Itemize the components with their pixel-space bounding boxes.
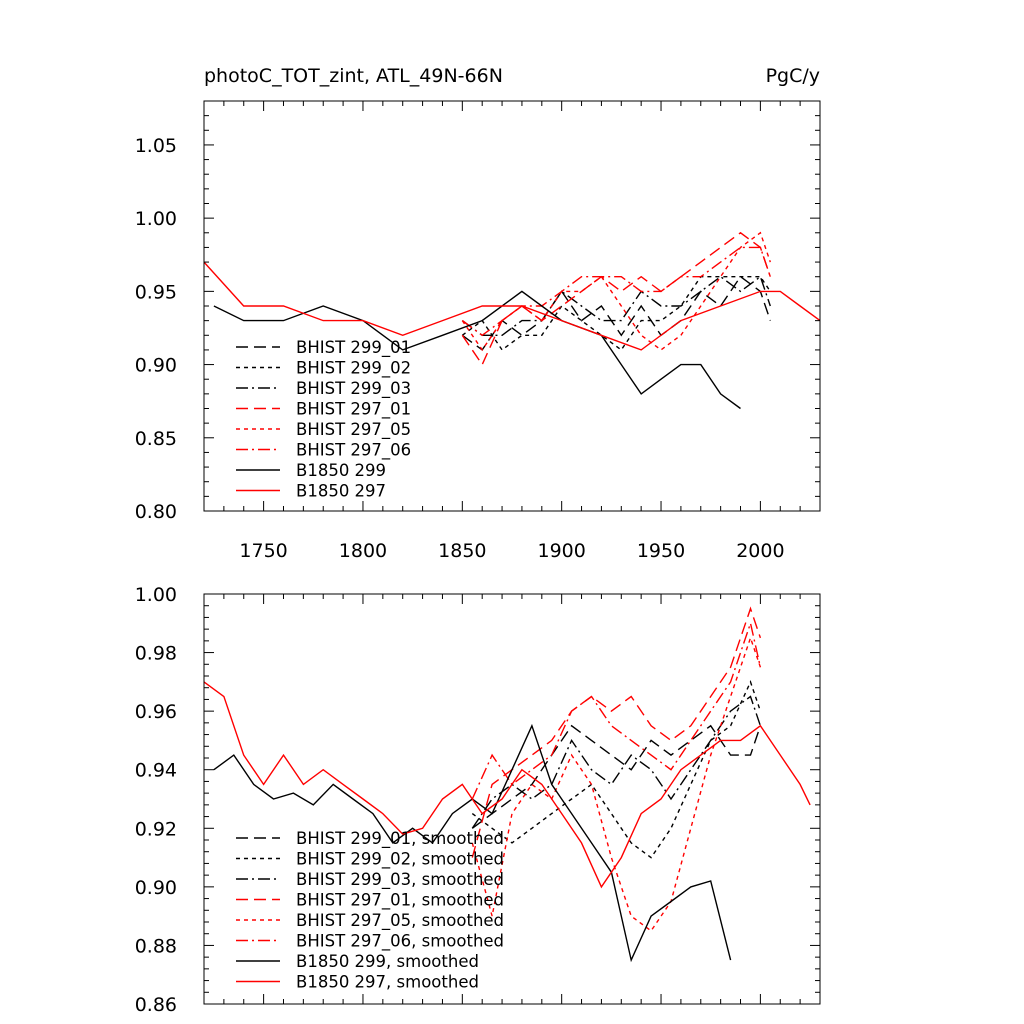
top-legend-label: BHIST 299_03 [296,379,411,399]
bottom-panel-frame [203,593,821,1005]
top-legend-item: BHIST 297_01 [236,400,411,420]
top-legend-label: BHIST 299_02 [296,359,411,379]
top-legend-label: BHIST 299_01 [296,338,411,358]
top-series-line-1 [461,275,771,351]
bottom-legend-item: BHIST 299_03, smoothed [236,870,504,890]
y-tick-label: 0.80 [135,501,177,523]
bottom-series-line-2 [471,679,762,859]
top-series-line-6 [461,246,771,337]
y-tick-label: 0.95 [135,281,177,303]
top-series-line-3 [461,275,771,336]
y-tick-label: 0.90 [135,877,177,899]
bottom-legend-label: BHIST 297_06, smoothed [296,932,504,952]
bottom-legend-label: BHIST 299_01, smoothed [296,829,504,849]
top-series-line-8 [203,261,821,351]
y-tick-label: 0.88 [135,935,177,957]
x-tick-label: 2000 [736,540,784,562]
top-legend-item: BHIST 299_01 [236,338,411,358]
top-legend-item: BHIST 297_06 [236,441,411,461]
bottom-legend-item: BHIST 297_01, smoothed [236,891,504,911]
top-legend-label: BHIST 297_01 [296,400,411,420]
y-tick-label: 0.90 [135,355,177,377]
bottom-series-line-5 [471,635,762,932]
top-legend-label: BHIST 297_05 [296,420,411,440]
top-legend-item: B1850 299 [236,461,386,480]
bottom-series-line-8 [203,681,811,889]
bottom-legend-item: BHIST 299_02, smoothed [236,850,504,870]
x-tick-label: 1750 [239,540,287,562]
bottom-legend-label: B1850 299, smoothed [296,952,479,971]
bottom-legend-label: BHIST 299_02, smoothed [296,850,504,870]
bottom-panel-axes: 0.86 0.88 0.90 0.92 0.94 0.96 0.98 1.00 [135,584,821,1016]
top-legend-item: BHIST 299_02 [236,359,411,379]
top-series-line-7 [213,290,741,410]
y-tick-label: 0.96 [135,701,177,723]
x-tick-label: 1900 [537,540,585,562]
top-legend-item: B1850 297 [236,482,386,501]
y-tick-label: 1.00 [135,208,177,230]
top-legend-item: BHIST 297_05 [236,420,411,440]
bottom-legend-label: BHIST 299_03, smoothed [296,870,504,890]
top-legend-label: B1850 299 [296,461,386,480]
top-panel-title: photoC_TOT_zint, ATL_49N-66N [204,65,503,87]
top-legend-label: BHIST 297_06 [296,441,411,461]
y-tick-label: 1.05 [135,135,177,157]
top-panel: photoC_TOT_zint, ATL_49N-66N PgC/y 1750 1… [135,65,821,562]
bottom-legend-label: BHIST 297_05, smoothed [296,911,504,931]
bottom-panel: 0.86 0.88 0.90 0.92 0.94 0.96 0.98 1.00 BHIST 2… [135,584,821,1016]
bottom-panel-series-group [203,606,811,963]
y-tick-label: 1.00 [135,584,177,606]
bottom-legend-label: BHIST 297_01, smoothed [296,891,504,911]
top-panel-series-group [203,231,821,410]
x-tick-label: 1950 [637,540,685,562]
top-series-line-2 [461,276,771,351]
bottom-legend-item: BHIST 299_01, smoothed [236,829,504,849]
top-series-line-4 [461,231,771,367]
y-tick-label: 0.85 [135,428,177,450]
bottom-series-line-4 [471,606,762,858]
y-tick-label: 0.98 [135,643,177,665]
bottom-legend-item: B1850 297, smoothed [236,973,479,992]
x-tick-label: 1850 [438,540,486,562]
top-legend-label: B1850 297 [296,482,386,501]
bottom-legend-item: B1850 299, smoothed [236,952,479,971]
top-series-line-5 [461,231,771,352]
x-tick-label: 1800 [339,540,387,562]
bottom-legend-item: BHIST 297_05, smoothed [236,911,504,931]
bottom-legend-item: BHIST 297_06, smoothed [236,932,504,952]
bottom-series-line-6 [471,620,762,800]
bottom-legend-label: B1850 297, smoothed [296,973,479,992]
top-panel-units: PgC/y [766,65,820,87]
y-tick-label: 0.86 [135,994,177,1016]
y-tick-label: 0.94 [135,760,177,782]
top-panel-frame [203,100,821,512]
top-legend-item: BHIST 299_03 [236,379,411,399]
y-tick-label: 0.92 [135,818,177,840]
top-panel-axes: 1750 1800 1850 1900 1950 2000 0.80 0.85 0.90 0.95… [135,100,821,562]
